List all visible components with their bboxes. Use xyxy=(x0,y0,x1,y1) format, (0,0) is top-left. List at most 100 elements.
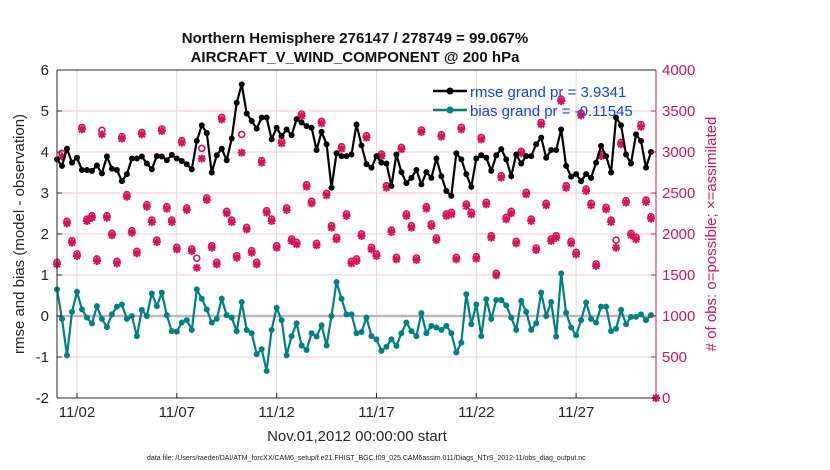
bias-point xyxy=(178,319,185,326)
obs-assimilated-marker xyxy=(292,240,301,249)
obs-assimilated-marker xyxy=(597,152,606,161)
rmse-point xyxy=(573,171,580,178)
y-tick-label: -1 xyxy=(36,349,49,366)
rmse-point xyxy=(478,152,485,159)
obs-assimilated-marker xyxy=(382,183,391,192)
rmse-point xyxy=(333,150,340,157)
bias-point xyxy=(158,289,165,296)
bias-point xyxy=(143,313,150,319)
obs-assimilated-marker xyxy=(282,205,291,214)
bias-point xyxy=(183,317,190,324)
rmse-point xyxy=(218,145,225,152)
bias-point xyxy=(603,303,610,310)
bias-point xyxy=(473,301,480,308)
obs-possible-marker xyxy=(237,130,246,139)
bias-point xyxy=(448,330,455,337)
y-axis-label: rmse and bias (model - observation) xyxy=(11,114,28,354)
rmse-point xyxy=(198,122,205,129)
obs-assimilated-marker xyxy=(122,192,131,201)
bias-point xyxy=(508,314,515,321)
rmse-point xyxy=(633,131,640,138)
bias-point xyxy=(213,315,220,322)
obs-assimilated-marker xyxy=(637,122,646,131)
obs-assimilated-marker xyxy=(242,225,251,234)
obs-assimilated-marker xyxy=(427,221,436,230)
y2-tick-label: 2500 xyxy=(662,185,695,202)
obs-possible-marker xyxy=(292,238,301,247)
bias-point xyxy=(308,330,315,337)
rmse-point xyxy=(68,159,75,166)
obs-possible-marker xyxy=(582,185,590,193)
obs-possible-marker xyxy=(372,250,381,258)
rmse-point xyxy=(283,126,290,133)
obs-assimilated-marker xyxy=(117,134,126,143)
bias-point xyxy=(118,301,125,308)
rmse-point xyxy=(553,146,560,153)
bias-point xyxy=(398,330,405,337)
bias-point xyxy=(153,303,160,310)
obs-possible-marker xyxy=(572,248,580,257)
obs-possible-marker xyxy=(217,113,226,122)
rmse-point xyxy=(183,161,190,168)
obs-possible-marker xyxy=(512,237,521,246)
rmse-point xyxy=(138,153,145,160)
rmse-point xyxy=(163,157,170,164)
rmse-point xyxy=(298,119,305,126)
rmse-point xyxy=(393,151,400,158)
bias-point xyxy=(233,328,240,335)
y2-tick-label: 3500 xyxy=(662,103,695,120)
obs-assimilated-marker xyxy=(407,223,416,232)
obs-possible-marker xyxy=(138,128,146,137)
obs-assimilated-marker xyxy=(547,236,556,245)
rmse-point xyxy=(93,162,100,169)
bias-point xyxy=(458,339,465,346)
obs-assimilated-marker xyxy=(367,245,376,254)
obs-possible-marker xyxy=(257,156,266,165)
obs-assimilated-marker xyxy=(502,215,511,224)
obs-possible-marker xyxy=(352,255,361,263)
bias-point xyxy=(438,326,445,333)
bias-point xyxy=(588,315,595,322)
obs-possible-marker xyxy=(577,109,585,118)
rmse-point xyxy=(638,137,645,144)
obs-possible-marker xyxy=(247,246,256,255)
obs-possible-marker xyxy=(148,216,156,224)
obs-possible-marker xyxy=(342,210,351,218)
rmse-point xyxy=(193,137,200,144)
rmse-point xyxy=(538,134,545,141)
rmse-point xyxy=(408,174,415,181)
bias-point xyxy=(598,303,605,310)
obs-assimilated-marker xyxy=(237,148,246,157)
obs-assimilated-marker xyxy=(232,253,241,262)
obs-assimilated-marker xyxy=(632,235,641,244)
rmse-point xyxy=(423,169,430,176)
obs-possible-marker xyxy=(103,211,111,220)
obs-assimilated-marker xyxy=(522,190,531,199)
bias-point xyxy=(613,325,620,332)
obs-possible-marker xyxy=(197,144,206,153)
rmse-point xyxy=(528,153,535,160)
rmse-point xyxy=(503,156,510,163)
obs-assimilated-marker xyxy=(342,211,351,220)
obs-assimilated-marker xyxy=(302,182,311,191)
bias-point xyxy=(123,315,130,322)
rmse-point xyxy=(263,114,270,121)
obs-assimilated-marker xyxy=(587,201,596,210)
rmse-point xyxy=(323,141,330,148)
obs-possible-marker xyxy=(267,215,276,223)
x-tick-label: 11/27 xyxy=(558,404,594,421)
obs-assimilated-marker xyxy=(537,120,546,129)
obs-assimilated-marker xyxy=(77,125,86,134)
x-tick-label: 11/02 xyxy=(59,404,95,421)
obs-assimilated-marker xyxy=(387,228,396,237)
obs-assimilated-marker xyxy=(307,199,316,208)
obs-assimilated-marker xyxy=(227,218,236,227)
obs-possible-marker xyxy=(627,229,635,238)
rmse-point xyxy=(508,173,515,180)
obs-assimilated-marker xyxy=(577,111,586,120)
rmse-point xyxy=(153,153,160,160)
obs-assimilated-marker xyxy=(457,125,466,134)
obs-assimilated-marker xyxy=(202,195,211,204)
obs-possible-marker xyxy=(552,231,560,240)
obs-possible-marker xyxy=(227,216,236,224)
